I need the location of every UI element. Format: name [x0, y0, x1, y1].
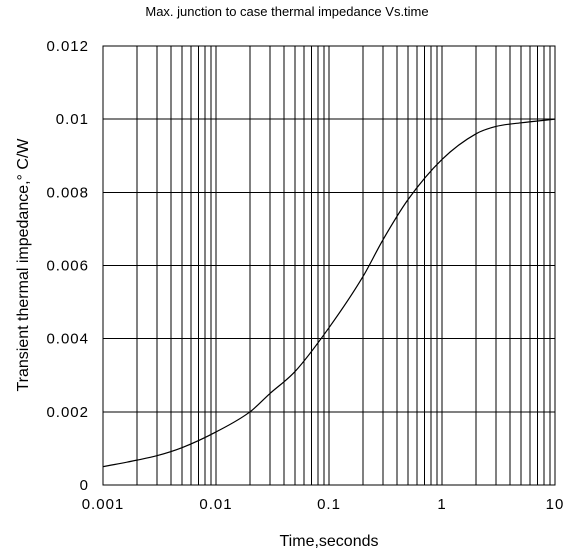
x-axis-label: Time,seconds — [280, 533, 379, 550]
y-tick-labels: 0 0.002 0.004 0.006 0.008 0.01 0.012 — [46, 38, 89, 494]
y-tick-label: 0.008 — [46, 184, 89, 201]
series-line — [102, 118, 556, 468]
chart-title: Max. junction to case thermal impedance … — [145, 4, 428, 19]
y-axis-label: Transient thermal impedance,° C/W — [15, 138, 32, 392]
x-tick-label: 10 — [546, 496, 565, 513]
grid-lines — [102, 45, 555, 486]
y-tick-label: 0.002 — [46, 404, 89, 421]
y-tick-label: 0 — [80, 477, 89, 494]
y-tick-label: 0.006 — [46, 258, 89, 275]
x-tick-label: 0.001 — [82, 496, 125, 513]
y-tick-label: 0.012 — [46, 38, 89, 55]
y-tick-label: 0.004 — [46, 331, 89, 348]
y-tick-label: 0.01 — [56, 111, 89, 128]
x-tick-label: 0.1 — [317, 496, 341, 513]
x-tick-labels: 0.001 0.01 0.1 1 10 — [82, 496, 565, 513]
x-tick-label: 0.01 — [199, 496, 232, 513]
plot-frame — [102, 45, 556, 486]
x-tick-label: 1 — [437, 496, 446, 513]
